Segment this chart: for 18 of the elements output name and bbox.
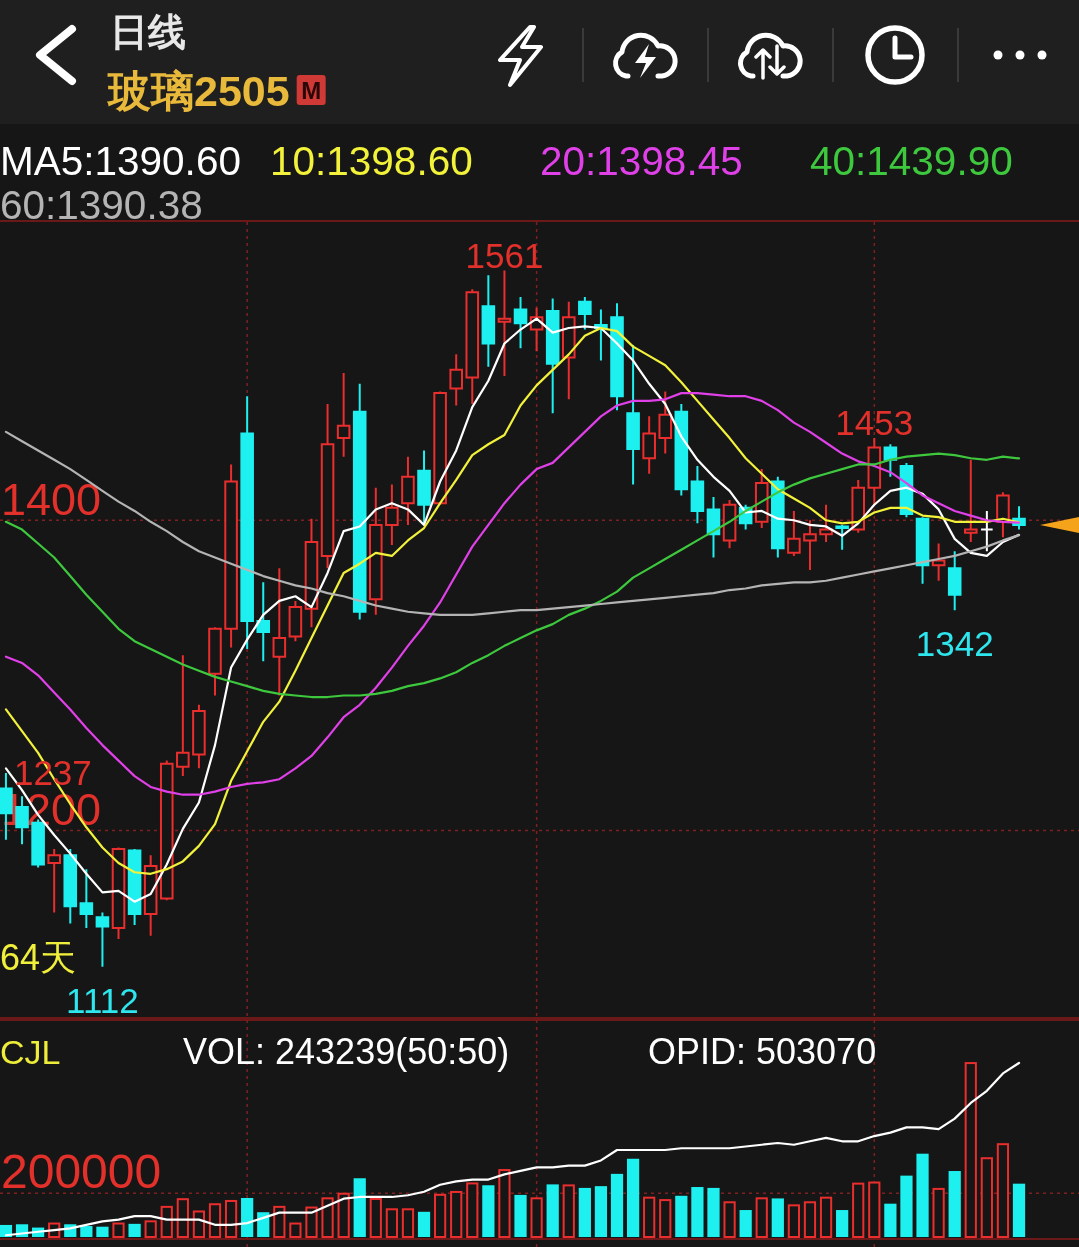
note: 64天 xyxy=(0,936,77,978)
legend: 40:1439.90 xyxy=(810,138,1013,184)
note: 1453 xyxy=(835,403,914,443)
tick-label: 1400 xyxy=(1,474,102,526)
title: 日线 xyxy=(110,11,186,53)
legend: 20:1398.45 xyxy=(540,138,743,184)
note: 1112 xyxy=(66,980,139,1020)
note: 1342 xyxy=(915,624,994,664)
subtitle: VOL: 243239(50:50) xyxy=(183,1031,510,1072)
legend: MA5:1390.60 xyxy=(0,138,241,184)
legend: 60:1390.38 xyxy=(0,182,203,228)
tick-label: 200000 xyxy=(1,1145,162,1199)
legend: 10:1398.60 xyxy=(270,138,473,184)
title: CJL xyxy=(0,1033,61,1071)
subtitle: 玻璃2505 xyxy=(108,67,290,115)
badge-text: M xyxy=(301,77,322,104)
legend: OPID: 503070 xyxy=(648,1031,877,1072)
note: 1561 xyxy=(465,235,544,275)
